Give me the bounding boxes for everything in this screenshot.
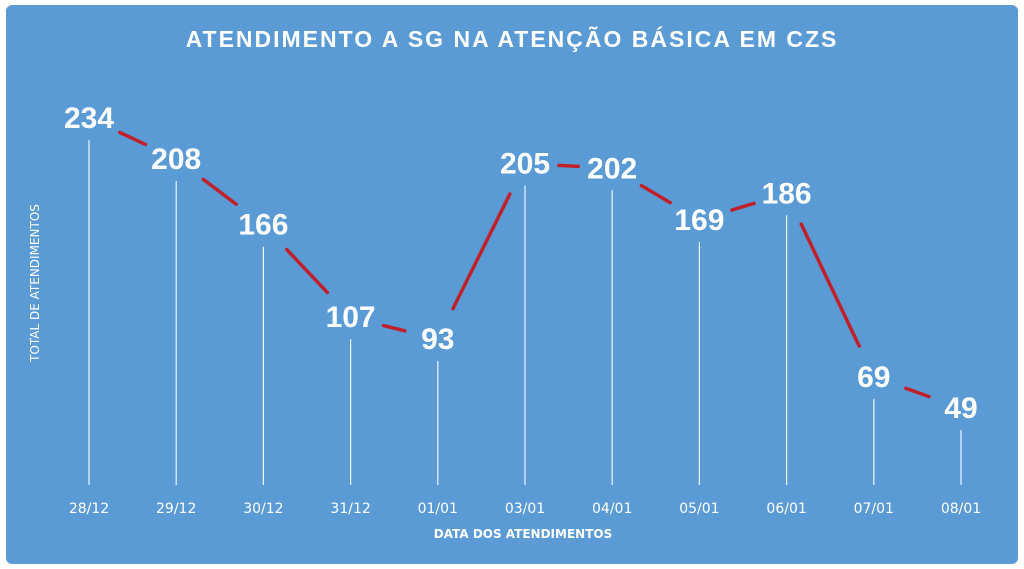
chart-frame: ATENDIMENTO A SG NA ATENÇÃO BÁSICA EM CZ… (6, 5, 1018, 564)
line-chart: ATENDIMENTO A SG NA ATENÇÃO BÁSICA EM CZ… (6, 5, 1018, 564)
data-label-08-01: 49 (944, 392, 977, 425)
data-label-01-01: 93 (421, 323, 454, 356)
line-segment (201, 177, 239, 206)
line-segment (799, 222, 861, 348)
data-label-29-12: 208 (151, 143, 201, 176)
line-segment (118, 130, 148, 147)
line-segment (284, 247, 330, 295)
x-tick-04-01: 04/01 (592, 501, 632, 517)
data-label-30-12: 166 (238, 209, 288, 242)
data-label-31-12: 107 (326, 301, 376, 334)
line-segment (381, 323, 407, 333)
chart-background (6, 5, 1018, 564)
line-segment (451, 192, 512, 311)
data-labels: 234 208 166 107 93 205 202 169 186 69 49 (64, 102, 978, 425)
data-label-04-01: 202 (587, 152, 637, 185)
x-tick-31-12: 31/12 (330, 501, 370, 517)
line-segment (639, 183, 672, 205)
data-label-28-12: 234 (64, 102, 114, 135)
x-tick-07-01: 07/01 (854, 501, 894, 517)
x-tick-labels: 28/12 29/12 30/12 31/12 01/01 03/01 04/01 05/01… (69, 501, 981, 517)
chart-title: ATENDIMENTO A SG NA ATENÇÃO BÁSICA EM CZ… (186, 25, 839, 52)
x-tick-03-01: 03/01 (505, 501, 545, 517)
line-segment (904, 386, 931, 399)
x-tick-30-12: 30/12 (243, 501, 283, 517)
data-label-03-01: 205 (500, 148, 550, 181)
data-label-05-01: 169 (674, 204, 724, 237)
x-axis-label: DATA DOS ATENDIMENTOS (434, 527, 612, 541)
x-tick-08-01: 08/01 (941, 501, 981, 517)
line-segment (557, 163, 580, 169)
data-label-06-01: 186 (762, 177, 812, 210)
x-tick-29-12: 29/12 (156, 501, 196, 517)
y-axis-label: TOTAL DE ATENDIMENTOS (28, 204, 42, 363)
x-tick-05-01: 05/01 (679, 501, 719, 517)
x-tick-01-01: 01/01 (418, 501, 458, 517)
drop-lines (88, 140, 962, 485)
series-line (118, 130, 931, 399)
x-tick-06-01: 06/01 (766, 501, 806, 517)
x-tick-28-12: 28/12 (69, 501, 109, 517)
line-segment (730, 201, 756, 212)
data-label-07-01: 69 (857, 361, 890, 394)
